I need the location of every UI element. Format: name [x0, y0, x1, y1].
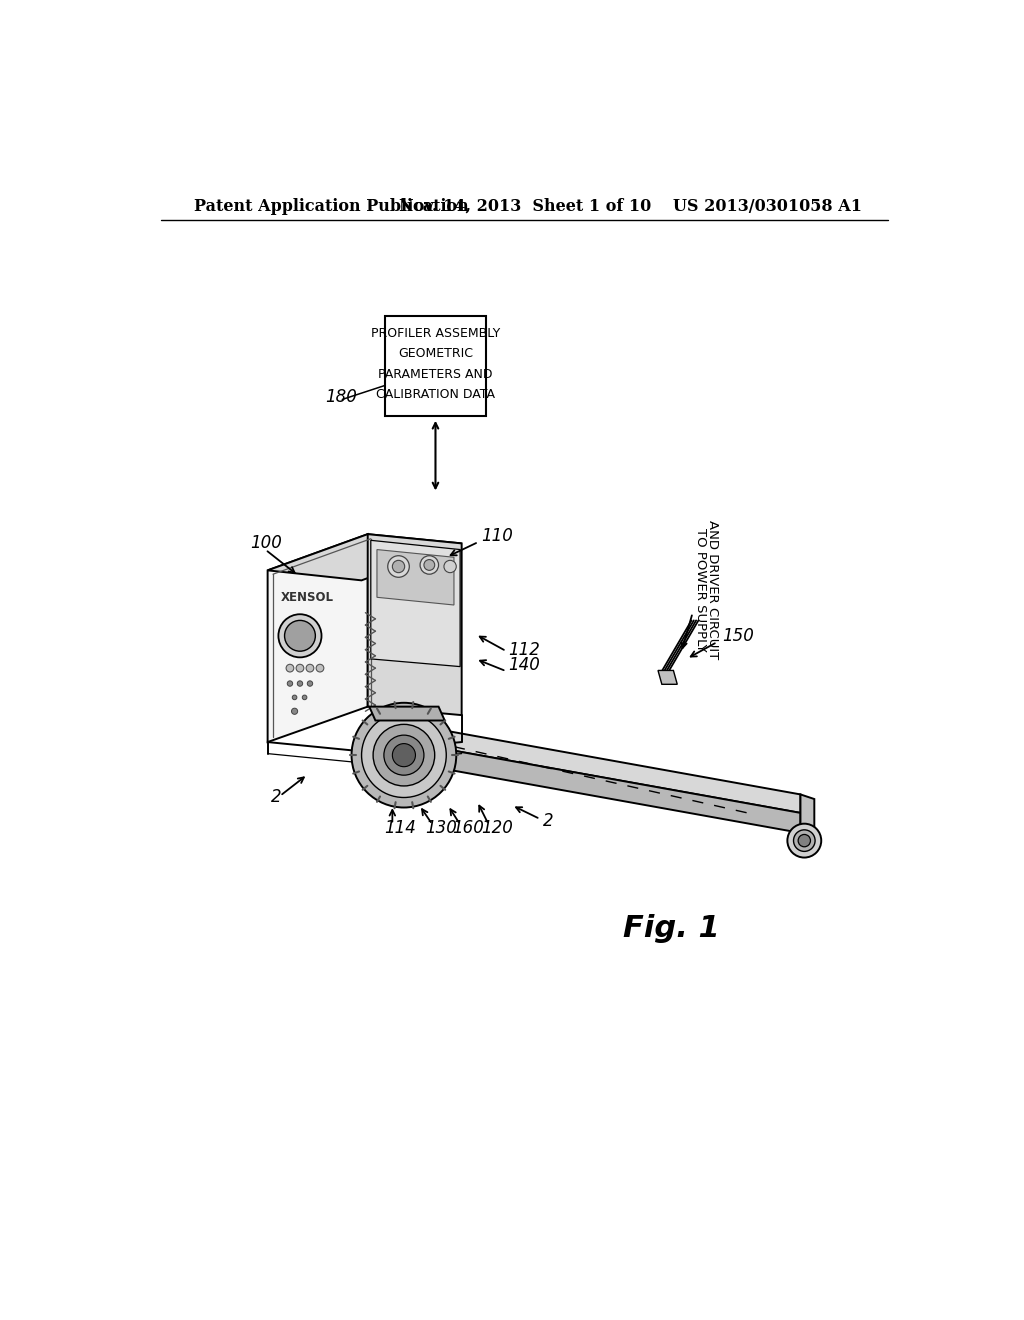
Circle shape: [285, 620, 315, 651]
Circle shape: [373, 725, 435, 785]
Circle shape: [292, 696, 297, 700]
Circle shape: [384, 735, 424, 775]
Text: GEOMETRIC: GEOMETRIC: [398, 347, 473, 360]
Circle shape: [302, 696, 307, 700]
Circle shape: [279, 614, 322, 657]
Polygon shape: [423, 744, 801, 833]
Text: XENSOL: XENSOL: [282, 591, 334, 603]
Text: 150: 150: [722, 627, 754, 644]
Polygon shape: [423, 726, 801, 813]
Circle shape: [798, 834, 810, 847]
Text: 100: 100: [250, 535, 282, 552]
Text: PARAMETERS AND: PARAMETERS AND: [378, 367, 493, 380]
Text: PROFILER ASSEMBLY: PROFILER ASSEMBLY: [371, 327, 500, 341]
Text: 180: 180: [326, 388, 357, 407]
Text: 2: 2: [543, 812, 553, 829]
Polygon shape: [267, 535, 368, 742]
Text: 114: 114: [385, 820, 417, 837]
Circle shape: [306, 664, 313, 672]
Circle shape: [288, 681, 293, 686]
Text: 110: 110: [481, 527, 513, 545]
Text: Patent Application Publication: Patent Application Publication: [194, 198, 468, 215]
Polygon shape: [377, 549, 454, 605]
Circle shape: [787, 824, 821, 858]
Circle shape: [292, 708, 298, 714]
Circle shape: [392, 743, 416, 767]
Circle shape: [388, 556, 410, 577]
Polygon shape: [801, 795, 814, 837]
Text: Fig. 1: Fig. 1: [624, 913, 720, 942]
Text: 160: 160: [453, 820, 484, 837]
Circle shape: [351, 702, 457, 808]
Text: TO POWER SUPPLY: TO POWER SUPPLY: [694, 528, 707, 651]
Text: CALIBRATION DATA: CALIBRATION DATA: [376, 388, 495, 400]
Polygon shape: [370, 706, 444, 721]
Circle shape: [420, 556, 438, 574]
Circle shape: [307, 681, 312, 686]
Text: AND DRIVER CIRCUIT: AND DRIVER CIRCUIT: [707, 520, 719, 659]
Polygon shape: [368, 535, 462, 715]
Text: US 2013/0301058 A1: US 2013/0301058 A1: [673, 198, 862, 215]
Text: 2: 2: [270, 788, 282, 807]
Polygon shape: [267, 535, 462, 581]
Circle shape: [392, 560, 404, 573]
Polygon shape: [658, 671, 677, 684]
Text: 130: 130: [425, 820, 457, 837]
Circle shape: [794, 830, 815, 851]
Text: Nov. 14, 2013  Sheet 1 of 10: Nov. 14, 2013 Sheet 1 of 10: [398, 198, 651, 215]
Circle shape: [286, 664, 294, 672]
Circle shape: [316, 664, 324, 672]
Circle shape: [361, 713, 446, 797]
Circle shape: [424, 560, 435, 570]
Bar: [385, 317, 486, 416]
Circle shape: [444, 560, 457, 573]
Text: 120: 120: [481, 820, 513, 837]
Text: 112: 112: [508, 640, 540, 659]
Polygon shape: [371, 540, 460, 667]
Circle shape: [296, 664, 304, 672]
Circle shape: [297, 681, 303, 686]
Text: 140: 140: [508, 656, 540, 675]
